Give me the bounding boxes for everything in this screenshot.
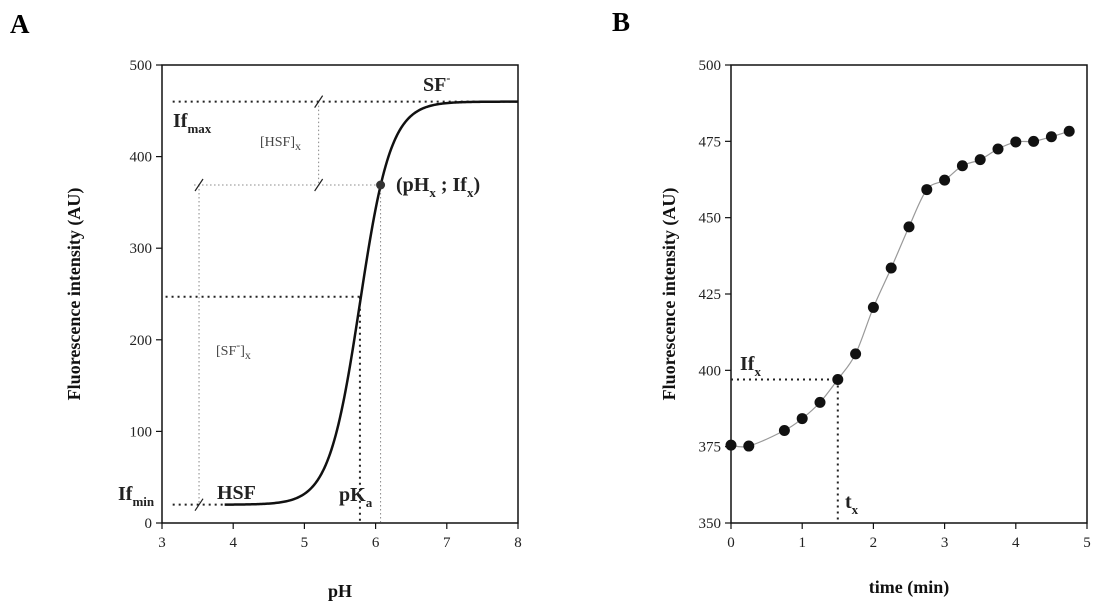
chart-a-x-tick-label: 5 <box>301 535 309 551</box>
chart-a-y-tick-label: 300 <box>130 241 153 257</box>
chart-b-y-tick-label: 350 <box>699 516 722 532</box>
chart-a-x-tick-label: 7 <box>443 535 451 551</box>
chart-a-y-tick-label: 0 <box>145 516 153 532</box>
data-point <box>939 174 951 186</box>
chart-a-x-axis-title: pH <box>328 581 352 601</box>
chart-a-y-tick-label: 100 <box>130 424 153 440</box>
annotation-if-x: Ifx <box>740 353 761 379</box>
panel-label-b: B <box>612 7 630 37</box>
chart-b-x-tick-label: 1 <box>798 535 806 551</box>
chart-b-data-points <box>725 125 1075 452</box>
chart-b: 0 1 2 3 4 5 350 375 400 425 450 475 500 time (min) F… <box>659 58 1091 598</box>
chart-a-x-tick-label: 8 <box>514 535 522 551</box>
annotation-t-x: tx <box>845 491 859 517</box>
chart-b-ticks: 0 1 2 3 4 5 350 375 400 425 450 475 500 <box>699 58 1091 551</box>
chart-b-plot-frame <box>730 64 1088 524</box>
data-point <box>725 439 737 451</box>
chart-a-reference-lines <box>165 95 518 523</box>
slash-mark <box>314 95 324 108</box>
chart-b-y-tick-label: 400 <box>699 363 722 379</box>
chart-b-x-tick-label: 3 <box>941 535 949 551</box>
panel-label-a: A <box>10 9 30 39</box>
data-point <box>867 301 879 313</box>
chart-b-y-tick-label: 425 <box>699 287 722 303</box>
chart-b-y-tick-label: 475 <box>699 134 722 150</box>
data-point <box>814 396 826 408</box>
chart-a-y-tick-label: 500 <box>130 58 153 74</box>
chart-a-plot-frame <box>161 64 519 524</box>
data-point <box>743 440 755 452</box>
data-point <box>796 413 808 425</box>
chart-a-x-tick-label: 4 <box>229 535 237 551</box>
chart-a-y-axis-title: Fluorescence intensity (AU) <box>64 188 85 401</box>
chart-b-fit-line <box>730 130 1070 448</box>
annotation-hsf-x: [HSF]x <box>260 135 301 153</box>
data-point <box>903 221 915 233</box>
annotation-if-max: Ifmax <box>173 110 212 136</box>
chart-a-x-tick-label: 6 <box>372 535 380 551</box>
data-point <box>992 143 1004 155</box>
chart-b-x-tick-label: 2 <box>870 535 878 551</box>
chart-b-x-tick-label: 5 <box>1083 535 1091 551</box>
data-point <box>1028 135 1040 147</box>
annotation-point-label: (pHx ; Ifx) <box>396 174 480 200</box>
data-point <box>778 424 790 436</box>
annotation-sf: SF- <box>423 71 450 96</box>
chart-a-ticks: 3 4 5 6 7 8 0 100 200 300 400 500 <box>130 58 522 551</box>
chart-b-y-tick-label: 450 <box>699 211 722 227</box>
chart-b-x-tick-label: 4 <box>1012 535 1020 551</box>
chart-a-y-tick-label: 200 <box>130 333 153 349</box>
data-point <box>974 154 986 166</box>
data-point <box>885 262 897 274</box>
chart-b-x-axis-title: time (min) <box>869 577 949 598</box>
data-point <box>832 373 844 385</box>
annotation-sf-x: [SF-]x <box>216 338 251 362</box>
slash-mark <box>194 178 204 192</box>
annotation-if-min: Ifmin <box>118 483 155 509</box>
data-point <box>921 184 933 196</box>
chart-a-x-tick-label: 3 <box>158 535 166 551</box>
slash-mark <box>194 498 204 512</box>
data-point <box>1045 131 1057 143</box>
slash-mark <box>314 178 324 192</box>
chart-a-point-phx-ifx <box>376 180 386 190</box>
annotation-hsf: HSF <box>217 482 256 504</box>
data-point <box>1063 125 1075 137</box>
chart-a-titration-curve <box>224 100 519 506</box>
data-point <box>1010 136 1022 148</box>
chart-b-y-axis-title: Fluorescence intensity (AU) <box>659 188 680 401</box>
chart-a-y-tick-label: 400 <box>130 150 153 166</box>
annotation-pka: pKa <box>339 484 373 510</box>
data-point <box>956 160 968 172</box>
chart-a: 3 4 5 6 7 8 0 100 200 300 400 500 pH Fluorescence i… <box>64 58 522 601</box>
chart-b-y-tick-label: 500 <box>699 58 722 74</box>
chart-b-y-tick-label: 375 <box>699 440 722 456</box>
data-point <box>850 348 862 360</box>
chart-b-x-tick-label: 0 <box>727 535 735 551</box>
